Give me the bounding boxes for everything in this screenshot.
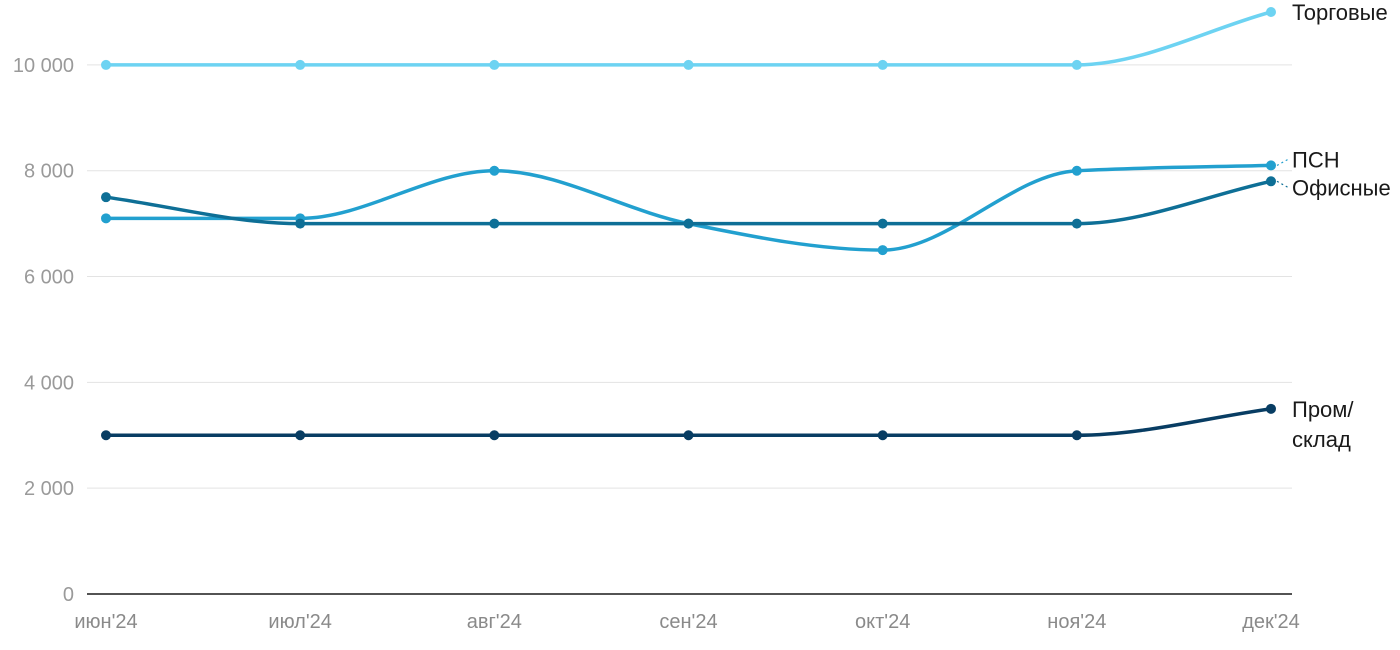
series-end-label-line: Пром/ [1292, 397, 1354, 422]
data-point [1071, 165, 1082, 176]
data-point [877, 430, 888, 441]
data-point [877, 59, 888, 70]
data-point [1266, 176, 1276, 187]
data-point [101, 430, 111, 441]
series-line [104, 10, 1273, 67]
series-end-label-line: Офисные [1292, 175, 1391, 200]
y-tick-label: 4 000 [24, 372, 74, 394]
series-end-label-line: склад [1292, 427, 1351, 452]
series-end-label-line: ПСН [1292, 147, 1340, 172]
x-tick-label: ноя'24 [1047, 611, 1106, 633]
series-end-label: Офисные [1292, 175, 1391, 200]
x-tick-label: июл'24 [268, 611, 331, 633]
y-tick-label: 2 000 [24, 478, 74, 500]
axes: 0 2 000 4 000 6 000 8 000 10 000 июн'24 июл'24 а… [13, 55, 1300, 633]
label-leader-line [1276, 158, 1289, 166]
x-tick-label: дек'24 [1242, 611, 1300, 633]
series-labels: Торговые ПСН Офисные Пром/склад [1276, 0, 1391, 452]
data-point [489, 59, 500, 70]
x-tick-label: сен'24 [659, 611, 717, 633]
data-point [295, 59, 306, 70]
y-tick-label: 10 000 [13, 55, 74, 77]
data-point [1071, 430, 1082, 441]
series-lines [101, 7, 1276, 441]
data-point [1071, 59, 1082, 70]
label-leader-line [1276, 180, 1289, 188]
gridlines [87, 64, 1292, 489]
data-point [683, 430, 694, 441]
series-end-label-line: Торговые [1292, 0, 1388, 25]
data-point [295, 430, 306, 441]
series-line [104, 163, 1273, 252]
series-end-label: Пром/склад [1292, 397, 1354, 452]
series-end-label: Торговые [1292, 0, 1388, 25]
y-tick-label: 8 000 [24, 161, 74, 183]
x-tick-label: июн'24 [74, 611, 137, 633]
data-point [877, 218, 888, 229]
data-point [683, 218, 694, 229]
data-point [1266, 403, 1276, 414]
data-point [683, 59, 694, 70]
data-point [877, 245, 888, 256]
x-tick-label: авг'24 [467, 611, 522, 633]
y-tick-label: 6 000 [24, 267, 74, 289]
data-point [1071, 218, 1082, 229]
y-tick-label: 0 [63, 584, 74, 606]
data-point [101, 192, 111, 203]
data-point [489, 430, 500, 441]
data-point [101, 213, 111, 224]
series-end-label: ПСН [1292, 147, 1340, 172]
x-tick-label: окт'24 [855, 611, 910, 633]
data-point [101, 59, 111, 70]
data-point [295, 218, 306, 229]
data-point [489, 165, 500, 176]
data-point [1266, 7, 1276, 17]
data-point [1266, 160, 1276, 171]
data-point [489, 218, 500, 229]
